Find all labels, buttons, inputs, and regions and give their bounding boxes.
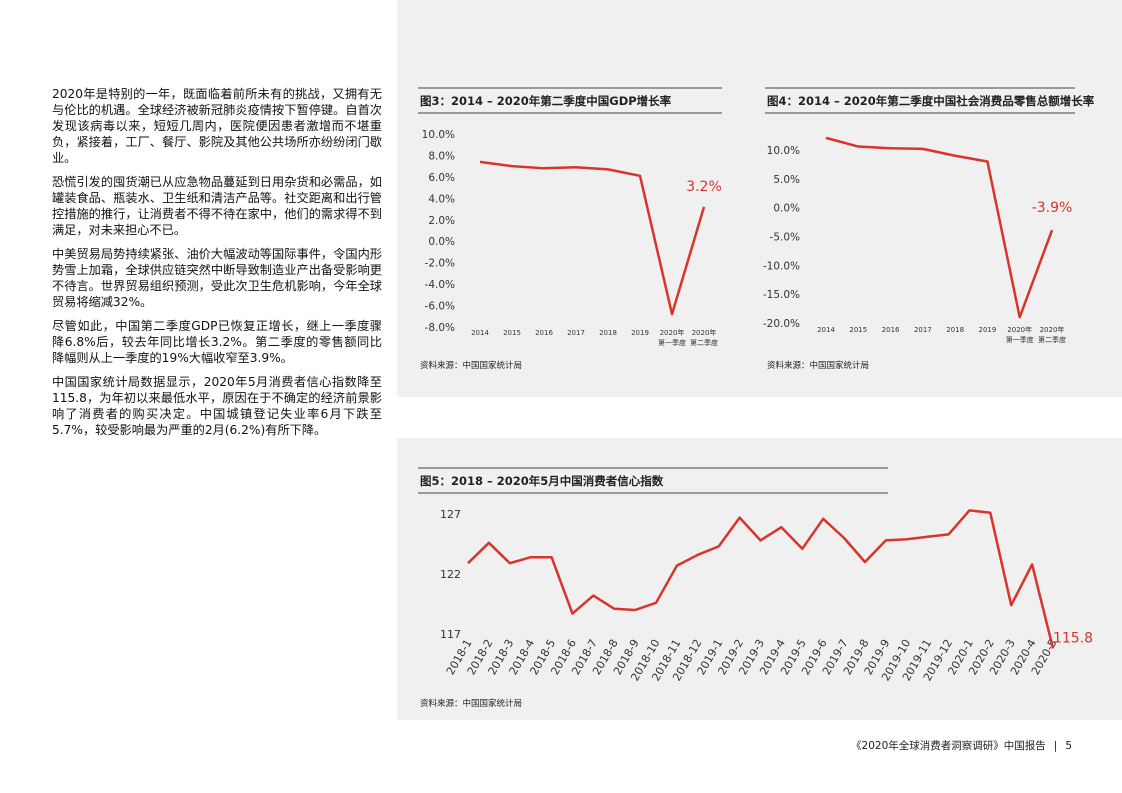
- x-tick-label: 2020年第二季度: [690, 328, 718, 347]
- y-tick-label: 6.0%: [428, 172, 455, 184]
- x-tick-label: 2019: [979, 326, 997, 334]
- y-tick-label: 2.0%: [428, 215, 455, 227]
- chart-title: 图4：2014 – 2020年第二季度中国社会消费品零售总额增长率: [767, 94, 1095, 108]
- y-tick-label: 0.0%: [428, 236, 455, 248]
- paragraph: 2020年是特别的一年，既面临着前所未有的挑战，又拥有无与伦比的机遇。全球经济被…: [52, 87, 382, 165]
- body-text: 2020年是特别的一年，既面临着前所未有的挑战，又拥有无与伦比的机遇。全球经济被…: [52, 86, 382, 446]
- data-label: 115.8: [1053, 630, 1093, 646]
- chart-source: 资料来源：中国国家统计局: [420, 698, 522, 709]
- x-tick-label: 2015: [503, 329, 521, 337]
- y-tick-label: -10.0%: [763, 260, 800, 272]
- data-label: -3.9%: [1032, 200, 1073, 216]
- chart-source: 资料来源：中国国家统计局: [420, 360, 522, 371]
- paragraph: 尽管如此，中国第二季度GDP已恢复正增长，继上一季度骤降6.8%后，较去年同比增…: [52, 319, 382, 365]
- chart-title: 图5：2018 – 2020年5月中国消费者信心指数: [420, 474, 664, 488]
- x-tick-label: 2015: [849, 326, 867, 334]
- y-tick-label: 10.0%: [767, 145, 800, 157]
- paragraph: 中国国家统计局数据显示，2020年5月消费者信心指数降至115.8，为年初以来最…: [52, 375, 382, 437]
- x-tick-label: 2014: [817, 326, 835, 334]
- line: [479, 160, 706, 316]
- line: [467, 509, 1055, 649]
- x-tick-label: 2018: [599, 329, 617, 337]
- y-tick-label: -5.0%: [770, 232, 800, 244]
- x-tick-label: 2020年第一季度: [1006, 325, 1034, 344]
- y-tick-label: -4.0%: [425, 279, 455, 291]
- chart-source: 资料来源：中国国家统计局: [767, 360, 869, 371]
- y-tick-label: 0.0%: [773, 203, 800, 215]
- y-tick-label: 122: [440, 568, 461, 581]
- y-tick-label: 127: [440, 508, 461, 521]
- x-tick-label: 2016: [535, 329, 553, 337]
- x-tick-label: 2017: [567, 329, 585, 337]
- x-tick-label: 2014: [471, 329, 489, 337]
- x-tick-label: 2016: [882, 326, 900, 334]
- page-number: 5: [1065, 740, 1072, 752]
- x-tick-label: 2019: [631, 329, 649, 337]
- y-tick-label: -8.0%: [425, 322, 455, 334]
- footer: 《2020年全球消费者洞察调研》中国报告 | 5: [843, 738, 1072, 753]
- footer-separator: |: [1053, 740, 1058, 752]
- x-tick-label: 2020年第一季度: [658, 328, 686, 347]
- panel: [397, 0, 1122, 397]
- line: [825, 136, 1054, 319]
- x-tick-label: 2018: [946, 326, 964, 334]
- data-label: 3.2%: [686, 179, 722, 195]
- y-tick-label: 10.0%: [422, 129, 455, 141]
- x-tick-label: 2017: [914, 326, 932, 334]
- y-tick-label: -15.0%: [763, 289, 800, 301]
- x-tick-label: 2020年第二季度: [1038, 325, 1066, 344]
- y-tick-label: -6.0%: [425, 301, 455, 313]
- paragraph: 中美贸易局势持续紧张、油价大幅波动等国际事件，令国内形势雪上加霜，全球供应链突然…: [52, 247, 382, 309]
- y-tick-label: 8.0%: [428, 150, 455, 162]
- y-tick-label: 4.0%: [428, 193, 455, 205]
- y-tick-label: 5.0%: [773, 174, 800, 186]
- y-tick-label: -20.0%: [763, 318, 800, 330]
- panel: [397, 438, 1122, 720]
- footer-title: 《2020年全球消费者洞察调研》中国报告: [851, 740, 1046, 752]
- y-tick-label: -2.0%: [425, 258, 455, 270]
- chart-title: 图3：2014 – 2020年第二季度中国GDP增长率: [420, 94, 672, 108]
- paragraph: 恐慌引发的囤货潮已从应急物品蔓延到日用杂货和必需品，如罐装食品、瓶装水、卫生纸和…: [52, 175, 382, 237]
- y-tick-label: 117: [440, 628, 461, 641]
